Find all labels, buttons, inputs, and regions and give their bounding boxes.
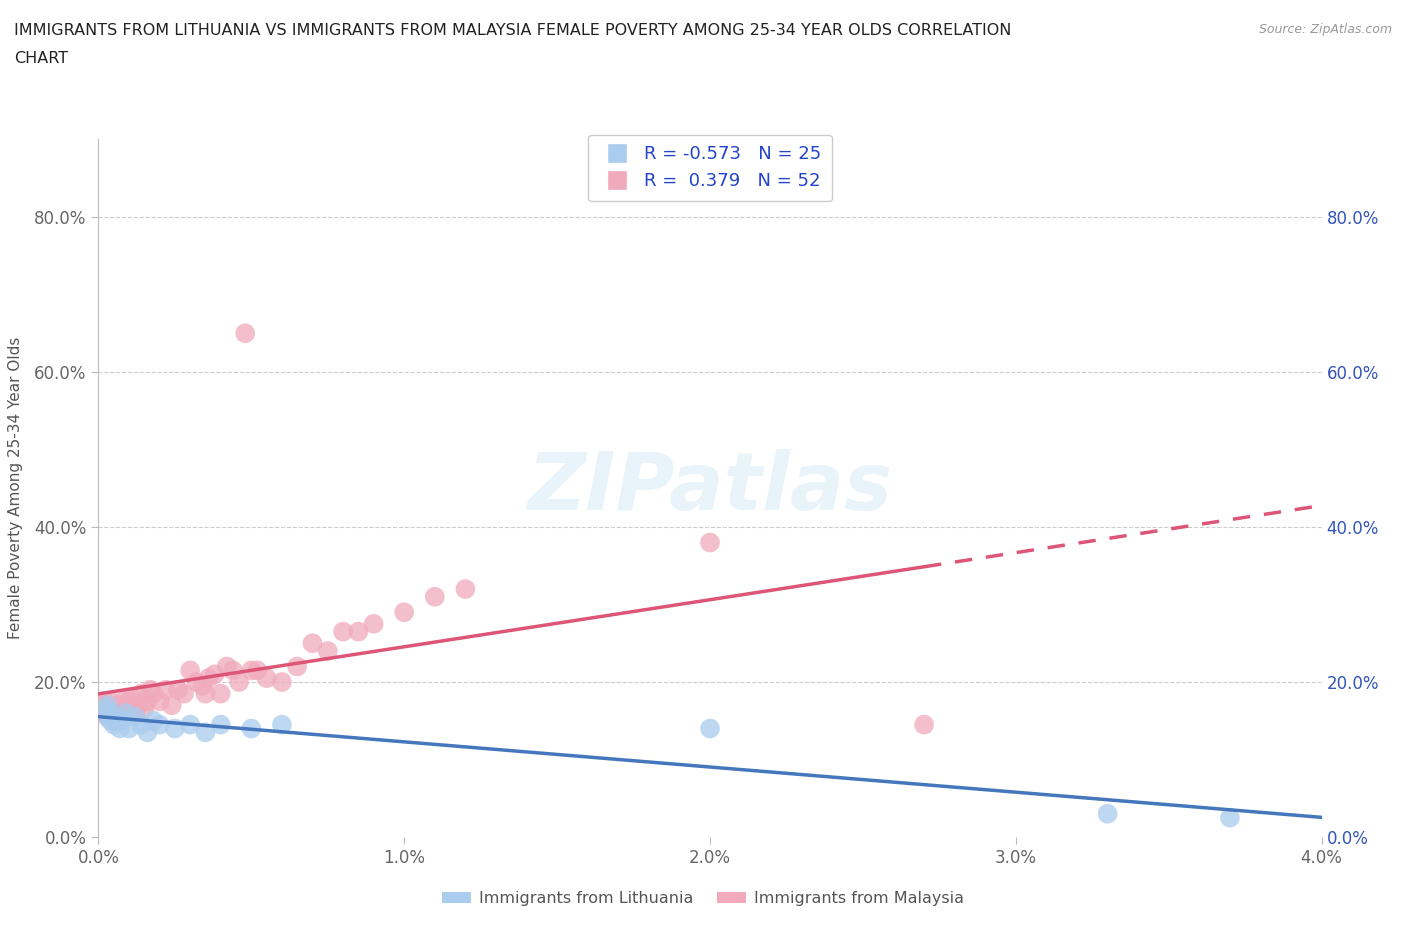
Point [142, 686, 165, 701]
Point [111, 713, 134, 728]
Text: CHART: CHART [14, 51, 67, 66]
Point [179, 663, 201, 678]
Text: ZIPatlas: ZIPatlas [527, 449, 893, 527]
Text: Source: ZipAtlas.com: Source: ZipAtlas.com [1258, 23, 1392, 36]
Point [209, 686, 232, 701]
Point [100, 713, 122, 728]
Point [111, 694, 134, 709]
Point [97, 701, 120, 716]
Point [100, 706, 122, 721]
Text: IMMIGRANTS FROM LITHUANIA VS IMMIGRANTS FROM MALAYSIA FEMALE POVERTY AMONG 25-34: IMMIGRANTS FROM LITHUANIA VS IMMIGRANTS … [14, 23, 1011, 38]
Point [136, 725, 159, 740]
Point [191, 679, 214, 694]
Point [316, 644, 339, 658]
Point [139, 683, 162, 698]
Point [209, 717, 232, 732]
Point [124, 710, 146, 724]
Point [163, 721, 186, 736]
Point [233, 326, 256, 340]
Point [115, 701, 138, 716]
Point [97, 698, 120, 712]
Point [228, 674, 250, 689]
Point [173, 686, 195, 701]
Point [136, 694, 159, 709]
Point [142, 713, 165, 728]
Legend: R = -0.573   N = 25, R =  0.379   N = 52: R = -0.573 N = 25, R = 0.379 N = 52 [588, 135, 832, 201]
Point [363, 617, 385, 631]
Point [118, 721, 141, 736]
Point [97, 710, 120, 724]
Point [105, 710, 128, 724]
Point [270, 717, 294, 732]
Point [215, 659, 238, 674]
Point [332, 624, 354, 639]
Point [240, 721, 263, 736]
Point [186, 674, 208, 689]
Point [155, 683, 177, 698]
Point [100, 694, 122, 709]
Point [423, 590, 446, 604]
Point [912, 717, 935, 732]
Point [118, 694, 141, 709]
Point [454, 581, 477, 596]
Point [240, 663, 263, 678]
Point [167, 683, 190, 698]
Point [194, 725, 217, 740]
Point [256, 671, 278, 685]
Point [93, 706, 115, 721]
Point [121, 690, 143, 705]
Point [699, 535, 721, 550]
Point [179, 717, 201, 732]
Point [129, 686, 152, 701]
Y-axis label: Female Poverty Among 25-34 Year Olds: Female Poverty Among 25-34 Year Olds [8, 337, 22, 640]
Point [1219, 810, 1241, 825]
Point [699, 721, 721, 736]
Point [246, 663, 269, 678]
Point [103, 713, 125, 728]
Point [149, 694, 172, 709]
Point [285, 659, 308, 674]
Point [97, 710, 120, 724]
Point [103, 706, 125, 721]
Point [222, 663, 245, 678]
Point [124, 706, 146, 721]
Point [93, 694, 115, 709]
Point [134, 701, 156, 716]
Point [127, 698, 149, 712]
Point [103, 717, 125, 732]
Point [93, 701, 115, 716]
Point [270, 674, 294, 689]
Point [1097, 806, 1119, 821]
Point [108, 721, 131, 736]
Point [149, 717, 172, 732]
Point [129, 717, 152, 732]
Legend: Immigrants from Lithuania, Immigrants from Malaysia: Immigrants from Lithuania, Immigrants fr… [436, 885, 970, 912]
Point [108, 710, 131, 724]
Point [197, 671, 219, 685]
Point [160, 698, 183, 712]
Point [194, 686, 217, 701]
Point [90, 698, 112, 712]
Point [347, 624, 370, 639]
Point [204, 667, 226, 682]
Point [392, 604, 416, 619]
Point [301, 636, 323, 651]
Point [115, 706, 138, 721]
Point [105, 698, 128, 712]
